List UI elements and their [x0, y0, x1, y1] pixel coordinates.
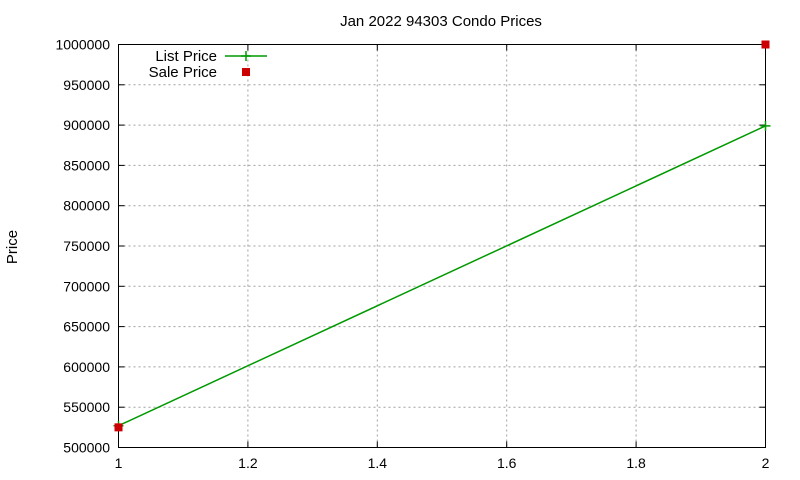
y-tick-label: 600000 — [63, 359, 110, 375]
legend-label: Sale Price — [149, 64, 217, 81]
y-tick-label: 700000 — [63, 278, 110, 294]
legend-label: List Price — [155, 48, 217, 65]
grid — [118, 44, 766, 448]
chart-title: Jan 2022 94303 Condo Prices — [340, 13, 542, 30]
x-tick-label: 1 — [115, 455, 123, 471]
axis-ticks — [118, 44, 766, 448]
y-axis-label: Price — [4, 230, 21, 264]
plot-frame — [118, 44, 766, 448]
list-price-point — [760, 120, 771, 131]
x-tick-label: 1.2 — [238, 455, 258, 471]
tick-labels: 1 1.2 1.4 1.6 1.8 2 500000 550000 600000 650000 70… — [55, 37, 769, 472]
legend-marker — [241, 51, 251, 61]
legend-marker — [242, 68, 250, 76]
y-tick-label: 900000 — [63, 117, 110, 133]
y-tick-label: 650000 — [63, 319, 110, 335]
list-price-line — [118, 125, 766, 427]
series — [113, 40, 771, 432]
sale-price-point — [114, 423, 123, 432]
y-tick-label: 750000 — [63, 238, 110, 254]
y-tick-label: 550000 — [63, 399, 110, 415]
sale-price-point — [761, 40, 770, 49]
x-tick-label: 1.4 — [368, 455, 388, 471]
legend-item-sale-price: Sale Price — [149, 64, 250, 81]
series-sale-price — [114, 40, 770, 432]
x-tick-label: 1.8 — [626, 455, 646, 471]
y-tick-label: 800000 — [63, 198, 110, 214]
y-tick-label: 1000000 — [55, 37, 110, 53]
x-tick-label: 2 — [762, 455, 770, 471]
y-tick-label: 850000 — [63, 157, 110, 173]
x-tick-label: 1.6 — [497, 455, 517, 471]
y-tick-label: 500000 — [63, 440, 110, 456]
y-tick-label: 950000 — [63, 77, 110, 93]
series-list-price — [113, 120, 771, 431]
legend-item-list-price: List Price — [155, 48, 267, 65]
